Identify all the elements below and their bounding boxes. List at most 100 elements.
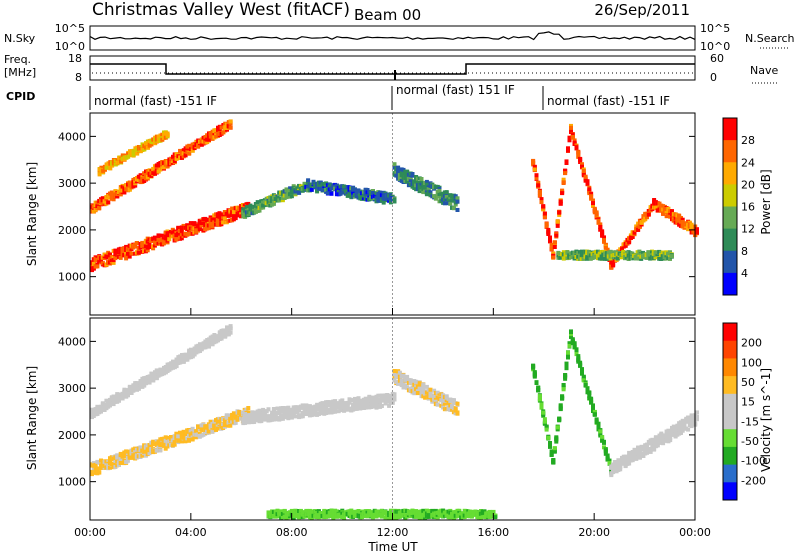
data-cell [549,452,554,457]
data-cell [433,399,438,404]
data-cell [591,403,595,408]
data-cell [115,455,120,460]
data-cell [641,454,646,458]
data-cell [215,424,220,429]
data-cell [176,152,181,157]
data-cell [544,424,549,429]
data-cell [594,210,599,215]
band-7 [551,124,573,260]
data-cell [541,413,546,418]
data-cell [415,181,420,185]
data-cell [125,251,130,256]
data-cell [99,258,103,263]
data-cell [605,247,610,252]
y-tick-label: 4000 [58,130,86,143]
data-cell [289,194,294,199]
data-cell [583,382,588,387]
nsearch-tick-top: 10^5 [700,22,730,35]
nsky-strip-frame [89,25,696,51]
data-cell [392,369,397,373]
data-cell [548,239,552,244]
cpid-label: CPID [6,90,35,103]
data-cell [632,230,637,235]
data-cell [548,235,552,240]
data-cell [636,227,641,232]
data-cell [574,347,579,352]
data-cell [374,196,379,201]
data-cell [221,220,226,225]
data-cell [379,404,384,408]
data-cell [569,332,573,337]
data-cell [587,249,591,254]
colorbar-swatch [723,140,737,163]
data-cell [455,199,460,204]
data-cell [615,256,620,261]
colorbar-tick-label: 4 [741,267,748,280]
data-cell [228,423,233,428]
data-cell [563,373,568,377]
data-cell [557,210,562,215]
data-cell [570,337,575,342]
data-cell [669,254,674,259]
data-cell [397,370,402,375]
y-tick-label: 3000 [58,177,86,190]
chart-title: Christmas Valley West (fitACF) [92,0,350,20]
data-cell [583,174,588,179]
data-cell [623,454,628,459]
data-cell [558,201,563,206]
data-cell [387,403,392,408]
data-cell [408,178,413,182]
data-cell [653,205,658,210]
data-cell [439,398,444,403]
data-cell [616,458,621,463]
colorbar-tick-label: 8 [741,245,748,258]
data-cell [579,249,584,254]
data-cell [451,206,456,211]
data-cell [645,215,649,220]
data-cell [542,419,547,424]
data-cell [187,437,191,441]
data-cell [560,188,565,193]
data-cell [671,424,676,429]
data-cell [392,199,397,204]
data-cell [570,135,575,139]
data-cell [134,241,139,245]
data-cell [561,383,566,388]
data-cell [172,442,177,447]
data-cell [309,187,314,192]
data-cell [381,200,386,205]
data-cell [97,470,102,475]
data-cell [111,461,116,466]
data-cell [183,153,188,158]
data-cell [537,190,542,194]
data-cell [542,417,547,422]
data-cell [539,197,544,202]
power-data-layer [90,113,699,315]
data-cell [354,401,359,406]
data-cell [212,422,217,427]
data-cell [532,164,537,169]
data-cell [401,373,406,378]
data-cell [179,439,184,444]
data-cell [147,451,152,456]
data-cell [403,176,408,180]
data-cell [670,209,674,214]
data-cell [648,449,653,454]
data-cell [689,413,694,418]
data-cell [125,458,130,463]
data-cell [392,394,397,399]
data-cell [646,212,651,217]
data-cell [544,221,549,226]
data-cell [589,400,594,405]
data-cell [207,137,211,142]
data-cell [574,145,579,150]
data-cell [599,256,604,261]
data-cell [563,376,568,381]
data-cell [552,446,557,451]
colorbar-frame [722,117,738,296]
data-cell [591,201,595,206]
data-cell [432,393,437,398]
data-cell [695,229,699,234]
